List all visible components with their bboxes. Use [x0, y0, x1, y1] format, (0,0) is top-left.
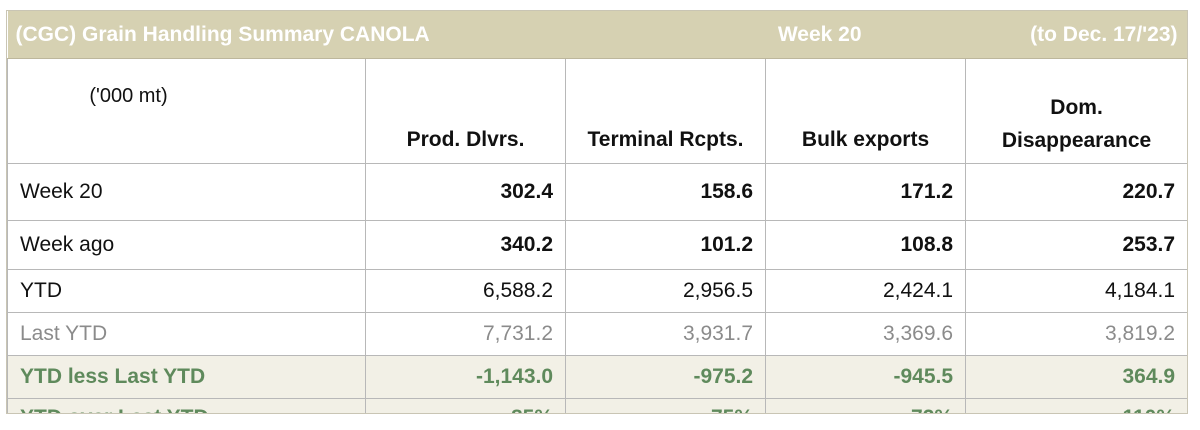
column-header-row: ('000 mt) Prod. Dlvrs. Terminal Rcpts. B…	[7, 58, 1187, 164]
table-row-last-ytd: Last YTD 7,731.2 3,931.7 3,369.6 3,819.2	[7, 312, 1187, 356]
cell-prod-dlvrs: 7,731.2	[364, 312, 567, 356]
row-label: YTD less Last YTD	[7, 355, 366, 399]
cell-dom-disappearance: 253.7	[965, 220, 1187, 270]
cell-prod-dlvrs: 85%	[364, 398, 567, 413]
table-row-ytd: YTD 6,588.2 2,956.5 2,424.1 4,184.1	[7, 269, 1187, 313]
row-label: Last YTD	[7, 312, 366, 356]
column-header-prod-dlvrs: Prod. Dlvrs.	[364, 58, 567, 164]
cell-terminal-rcpts: 101.2	[565, 220, 767, 270]
cell-prod-dlvrs: 340.2	[364, 220, 567, 270]
row-label: Week ago	[7, 220, 366, 270]
cell-bulk-exports: 108.8	[765, 220, 967, 270]
date-range-label: (to Dec. 17/'23)	[965, 11, 1187, 59]
column-header-dom-disappearance: Dom. Disappearance	[965, 58, 1187, 164]
cell-dom-disappearance: 110%	[965, 398, 1187, 413]
cell-terminal-rcpts: 75%	[565, 398, 767, 413]
column-header-bulk-exports: Bulk exports	[765, 58, 967, 164]
grain-handling-table: (CGC) Grain Handling Summary CANOLA Week…	[7, 11, 1187, 413]
cell-terminal-rcpts: 158.6	[565, 163, 767, 221]
cell-dom-disappearance: 220.7	[965, 163, 1187, 221]
table-banner: (CGC) Grain Handling Summary CANOLA Week…	[7, 11, 1187, 59]
cell-bulk-exports: 72%	[765, 398, 967, 413]
cell-terminal-rcpts: 2,956.5	[565, 269, 767, 313]
cell-dom-disappearance: 4,184.1	[965, 269, 1187, 313]
cell-dom-disappearance: 364.9	[965, 355, 1187, 399]
cell-terminal-rcpts: 3,931.7	[565, 312, 767, 356]
table-row-ytd-less-last-ytd: YTD less Last YTD -1,143.0 -975.2 -945.5…	[7, 355, 1187, 399]
week-label: Week 20	[565, 11, 966, 59]
cell-bulk-exports: 2,424.1	[765, 269, 967, 313]
table-row-week-20: Week 20 302.4 158.6 171.2 220.7	[7, 163, 1187, 221]
row-label: YTD over Last YTD	[7, 398, 366, 413]
column-header-terminal-rcpts: Terminal Rcpts.	[565, 58, 767, 164]
units-label: ('000 mt)	[7, 58, 366, 164]
table-row-ytd-over-last-ytd: YTD over Last YTD 85% 75% 72% 110%	[7, 398, 1187, 413]
table-title: (CGC) Grain Handling Summary CANOLA	[7, 11, 566, 59]
cell-bulk-exports: 3,369.6	[765, 312, 967, 356]
cell-terminal-rcpts: -975.2	[565, 355, 767, 399]
cell-prod-dlvrs: 302.4	[364, 163, 567, 221]
canola-summary-table-frame: (CGC) Grain Handling Summary CANOLA Week…	[6, 10, 1188, 414]
cell-prod-dlvrs: 6,588.2	[364, 269, 567, 313]
cell-bulk-exports: -945.5	[765, 355, 967, 399]
cell-dom-disappearance: 3,819.2	[965, 312, 1187, 356]
row-label: Week 20	[7, 163, 366, 221]
cell-prod-dlvrs: -1,143.0	[364, 355, 567, 399]
row-label: YTD	[7, 269, 366, 313]
cell-bulk-exports: 171.2	[765, 163, 967, 221]
table-row-week-ago: Week ago 340.2 101.2 108.8 253.7	[7, 220, 1187, 270]
